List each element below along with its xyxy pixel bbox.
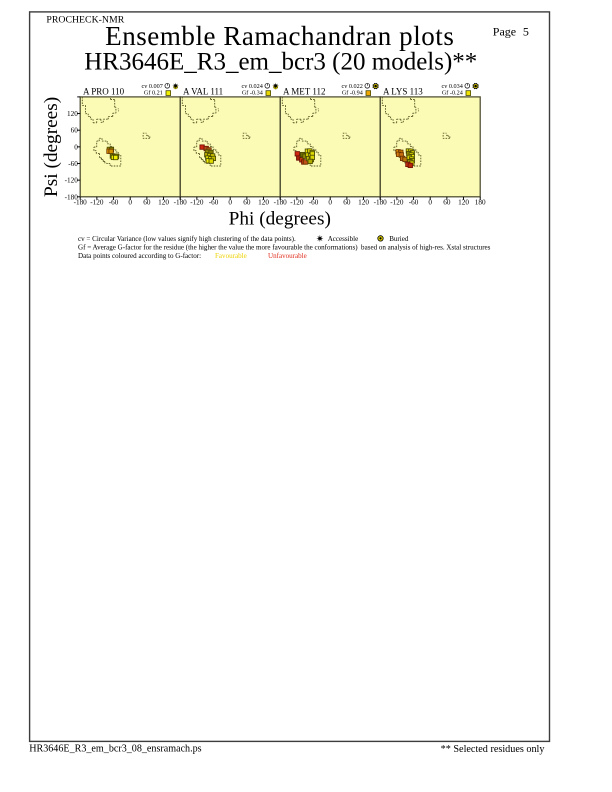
svg-text:** Selected residues only: ** Selected residues only: [441, 744, 546, 755]
svg-text:120: 120: [358, 199, 369, 207]
svg-text:Psi (degrees): Psi (degrees): [41, 97, 62, 197]
svg-text:Page: Page: [493, 24, 516, 38]
svg-text:-120: -120: [390, 199, 404, 207]
svg-text:HR3646E_R3_em_bcr3 (20 models): HR3646E_R3_em_bcr3 (20 models)**: [84, 48, 477, 75]
svg-text:0: 0: [428, 199, 432, 207]
svg-text:-180: -180: [174, 199, 188, 207]
svg-text:-180: -180: [374, 199, 388, 207]
svg-text:Phi (degrees): Phi (degrees): [229, 209, 331, 230]
svg-text:cv 0.022: cv 0.022: [341, 83, 362, 90]
svg-text:Gf 0.21: Gf 0.21: [144, 89, 163, 96]
svg-text:-180: -180: [74, 199, 88, 207]
svg-text:Gf = Average G-factor for the: Gf = Average G-factor for the residue (t…: [78, 243, 491, 251]
svg-text:cv = Circular Variance (low va: cv = Circular Variance (low values signi…: [78, 235, 296, 243]
svg-text:120: 120: [158, 199, 169, 207]
svg-text:Data points coloured according: Data points coloured according to G-fact…: [78, 252, 201, 260]
svg-text:Favourable: Favourable: [215, 252, 247, 260]
svg-text:120: 120: [67, 110, 78, 118]
svg-text:60: 60: [71, 127, 79, 135]
svg-text:Gf -0.34: Gf -0.34: [242, 89, 263, 96]
svg-text:-60: -60: [109, 199, 119, 207]
svg-text:120: 120: [458, 199, 469, 207]
svg-text:cv 0.034: cv 0.034: [441, 83, 462, 90]
svg-text:-120: -120: [90, 199, 104, 207]
svg-text:180: 180: [475, 199, 486, 207]
svg-text:Gf -0.94: Gf -0.94: [342, 89, 363, 96]
svg-text:Gf -0.24: Gf -0.24: [442, 89, 463, 96]
svg-text:-180: -180: [274, 199, 288, 207]
svg-text:5: 5: [523, 24, 529, 38]
svg-text:60: 60: [243, 199, 251, 207]
svg-text:A LYS 113: A LYS 113: [383, 87, 423, 97]
svg-text:PROCHECK-NMR: PROCHECK-NMR: [46, 14, 124, 25]
svg-text:A PRO 110: A PRO 110: [83, 87, 125, 97]
svg-text:60: 60: [143, 199, 151, 207]
svg-text:0: 0: [328, 199, 332, 207]
svg-text:-120: -120: [290, 199, 304, 207]
svg-text:-60: -60: [309, 199, 319, 207]
svg-text:Ensemble Ramachandran plots: Ensemble Ramachandran plots: [105, 21, 454, 51]
svg-text:120: 120: [258, 199, 269, 207]
svg-text:60: 60: [443, 199, 451, 207]
svg-text:Buried: Buried: [389, 235, 409, 243]
svg-text:-60: -60: [68, 160, 78, 168]
svg-text:0: 0: [128, 199, 132, 207]
svg-text:cv 0.024: cv 0.024: [241, 83, 262, 90]
svg-text:Accessible: Accessible: [328, 235, 359, 243]
svg-text:A MET 112: A MET 112: [283, 87, 326, 97]
svg-text:-60: -60: [209, 199, 219, 207]
svg-text:Unfavourable: Unfavourable: [268, 252, 307, 260]
svg-text:-120: -120: [65, 177, 79, 185]
svg-text:-60: -60: [409, 199, 419, 207]
svg-text:HR3646E_R3_em_bcr3_08_ensramac: HR3646E_R3_em_bcr3_08_ensramach.ps: [29, 743, 201, 754]
svg-text:cv 0.007: cv 0.007: [141, 83, 162, 90]
svg-text:0: 0: [228, 199, 232, 207]
svg-text:-180: -180: [65, 193, 79, 201]
svg-text:0: 0: [74, 143, 78, 151]
svg-text:-120: -120: [190, 199, 204, 207]
svg-text:A VAL 111: A VAL 111: [183, 87, 223, 97]
svg-text:60: 60: [343, 199, 351, 207]
